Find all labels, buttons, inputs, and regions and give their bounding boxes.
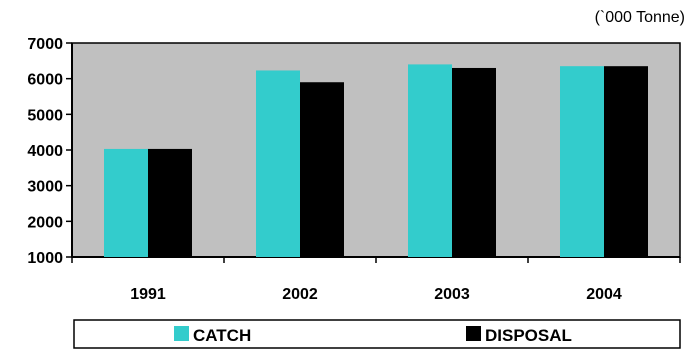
- bar-disposal-2003: [452, 67, 496, 257]
- legend-box: [73, 319, 681, 349]
- unit-label: (`000 Tonne): [595, 9, 685, 26]
- bar-catch-2003: [408, 64, 452, 258]
- legend-swatch-catch: [174, 326, 189, 341]
- x-tick-label: 2002: [282, 286, 318, 303]
- bar-catch-1991: [104, 148, 148, 257]
- y-axis: 1000 2000 3000 4000 5000 6000 7000: [27, 36, 73, 267]
- bar-disposal-1991: [148, 148, 192, 257]
- y-tick-label: 1000: [27, 250, 63, 267]
- bar-disposal-2004: [604, 66, 648, 257]
- y-tick-label: 4000: [27, 143, 63, 160]
- legend-label-catch: CATCH: [193, 326, 251, 345]
- legend-swatch-disposal: [466, 326, 481, 341]
- bar-catch-2004: [560, 66, 604, 257]
- bars: [104, 64, 648, 258]
- bar-disposal-2002: [300, 82, 344, 257]
- x-tick-label: 2004: [586, 286, 622, 303]
- y-tick-label: 6000: [27, 72, 63, 89]
- bar-catch-2002: [256, 70, 300, 257]
- x-axis: 1991 2002 2003 2004: [71, 256, 681, 303]
- x-tick-label: 1991: [130, 286, 166, 303]
- x-tick-label: 2003: [434, 286, 470, 303]
- y-tick-label: 2000: [27, 214, 63, 231]
- legend: CATCH DISPOSAL: [73, 319, 681, 349]
- legend-label-disposal: DISPOSAL: [485, 326, 572, 345]
- y-tick-label: 5000: [27, 107, 63, 124]
- y-tick-label: 7000: [27, 36, 63, 53]
- y-tick-label: 3000: [27, 179, 63, 196]
